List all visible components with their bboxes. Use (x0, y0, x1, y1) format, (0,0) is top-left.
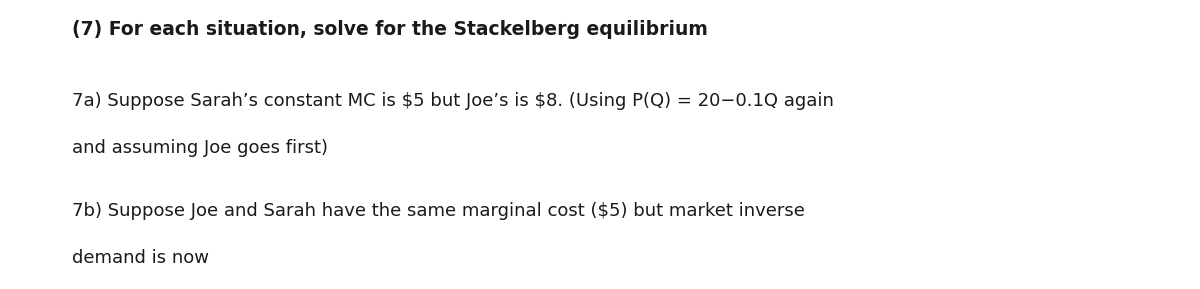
Text: 7b) Suppose Joe and Sarah have the same marginal cost (\$5) but market inverse: 7b) Suppose Joe and Sarah have the same … (72, 202, 805, 220)
Text: demand is now: demand is now (72, 249, 209, 266)
Text: 7a) Suppose Sarah’s constant MC is \$5 but Joe’s is \$8. (Using P(Q) = 20−0.1Q a: 7a) Suppose Sarah’s constant MC is \$5 b… (72, 92, 834, 110)
Text: and assuming Joe goes first): and assuming Joe goes first) (72, 139, 328, 157)
Text: (7) For each situation, solve for the Stackelberg equilibrium: (7) For each situation, solve for the St… (72, 20, 708, 39)
